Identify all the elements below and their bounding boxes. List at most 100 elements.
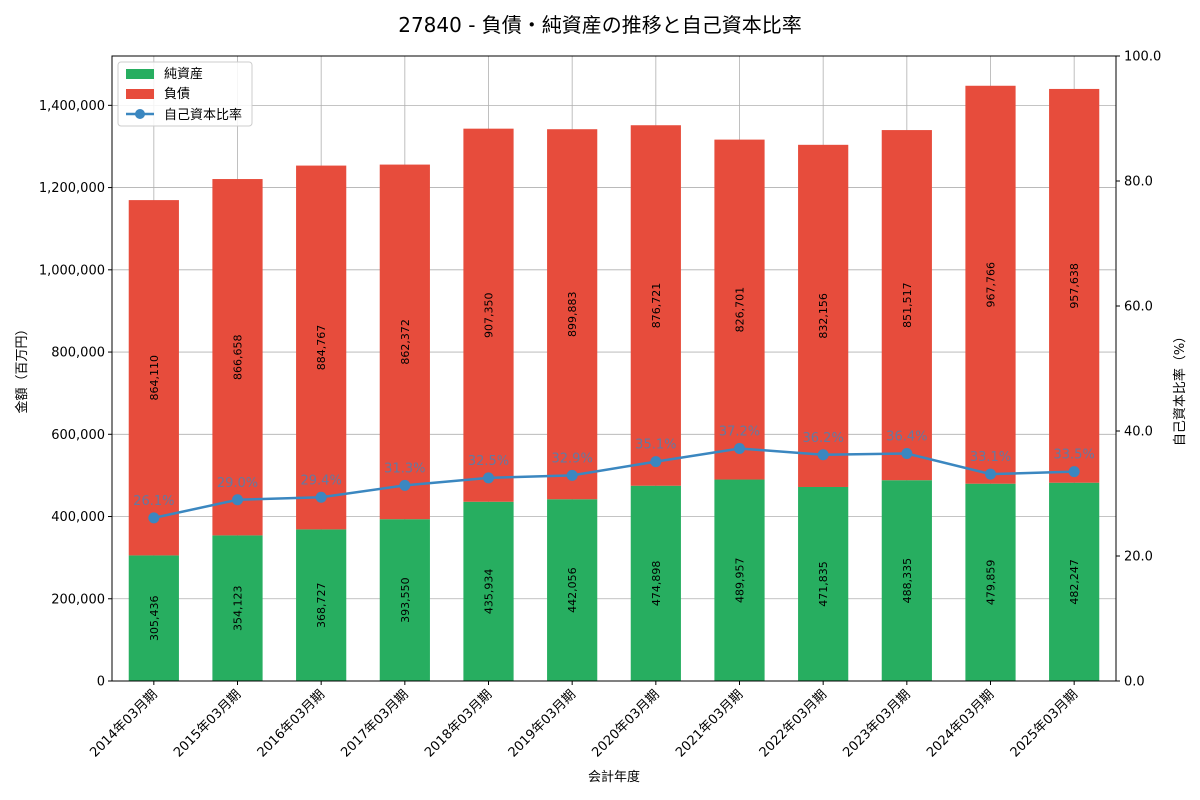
ratio-label: 26.1% xyxy=(133,494,174,509)
ratio-point xyxy=(1068,466,1080,478)
bar-label-net-assets: 474,898 xyxy=(650,561,663,607)
bar-label-liabilities: 864,110 xyxy=(148,355,161,401)
bar-liabilities xyxy=(630,125,681,486)
y2-tick-label: 40.0 xyxy=(1124,425,1153,440)
bar-net-assets xyxy=(379,519,430,681)
ratio-label: 36.4% xyxy=(886,430,927,445)
bar-liabilities xyxy=(547,129,598,500)
bar-label-net-assets: 354,123 xyxy=(232,585,245,631)
y-axis-label: 金額（百万円） xyxy=(14,322,30,413)
x-tick-label: 2016年03月期 xyxy=(255,687,328,760)
y2-tick-label: 60.0 xyxy=(1124,300,1153,315)
bar-net-assets xyxy=(881,480,932,681)
ratio-label: 36.2% xyxy=(803,431,844,446)
ratio-point xyxy=(148,512,160,524)
bar-label-liabilities: 866,658 xyxy=(232,334,245,380)
bar-label-net-assets: 479,859 xyxy=(985,560,998,606)
ratio-point xyxy=(817,449,829,461)
y-axis-right: 0.0 20.0 40.0 60.0 80.0 100.0 xyxy=(1116,50,1161,690)
ratio-point xyxy=(483,472,494,484)
y2-tick-label: 20.0 xyxy=(1124,550,1153,565)
x-tick-label: 2025年03月期 xyxy=(1008,687,1081,760)
bar-label-liabilities: 957,638 xyxy=(1068,263,1081,309)
bar-liabilities xyxy=(128,200,179,556)
bar-net-assets xyxy=(1049,482,1100,681)
ratio-label: 32.5% xyxy=(468,454,509,469)
bar-label-liabilities: 967,766 xyxy=(985,262,998,308)
bar-net-assets xyxy=(714,479,765,681)
legend-swatch-net-assets xyxy=(126,69,154,79)
y-tick-label: 1,200,000 xyxy=(39,181,105,196)
bar-label-liabilities: 876,721 xyxy=(650,283,663,329)
bar-label-liabilities: 862,372 xyxy=(399,319,412,365)
ratio-point xyxy=(650,456,662,468)
x-tick-label: 2021年03月期 xyxy=(673,687,746,760)
ratio-point xyxy=(399,479,411,491)
bar-liabilities xyxy=(798,144,849,487)
bar-net-assets xyxy=(965,483,1016,681)
y2-tick-label: 80.0 xyxy=(1124,175,1153,190)
ratio-point xyxy=(315,491,327,503)
bar-net-assets xyxy=(212,535,263,681)
ratio-point xyxy=(232,494,243,506)
bar-liabilities xyxy=(463,128,514,502)
x-tick-label: 2020年03月期 xyxy=(589,687,662,760)
y-axis-left: 0 200,000 400,000 600,000 800,000 1,000,000 1,… xyxy=(39,99,112,690)
x-tick-label: 2022年03月期 xyxy=(757,687,830,760)
y-tick-label: 600,000 xyxy=(51,428,105,443)
y-tick-label: 0 xyxy=(97,675,105,690)
bar-label-liabilities: 907,350 xyxy=(483,292,496,338)
y2-axis-label: 自己資本比率（%） xyxy=(1172,330,1188,446)
y2-tick-label: 100.0 xyxy=(1124,50,1161,65)
ratio-polyline xyxy=(153,447,1075,520)
bar-liabilities xyxy=(714,139,765,480)
ratio-label: 32.9% xyxy=(552,451,593,466)
legend-label-net-assets: 純資産 xyxy=(164,66,203,82)
y-tick-label: 400,000 xyxy=(51,510,105,525)
bar-net-assets xyxy=(630,485,681,681)
legend-label-liabilities: 負債 xyxy=(164,87,190,102)
ratio-label: 29.0% xyxy=(217,476,258,491)
bar-liabilities xyxy=(881,130,932,481)
bar-label-net-assets: 368,727 xyxy=(315,582,328,628)
bar-label-liabilities: 899,883 xyxy=(566,291,579,337)
bar-label-liabilities: 826,701 xyxy=(734,287,747,333)
bar-label-net-assets: 488,335 xyxy=(901,558,914,604)
ratio-label: 37.2% xyxy=(719,425,760,440)
bar-net-assets xyxy=(128,555,179,681)
bar-label-net-assets: 471,835 xyxy=(817,561,830,607)
bar-label-liabilities: 884,767 xyxy=(315,325,328,371)
ratio-label: 33.5% xyxy=(1054,448,1095,463)
ratio-label: 31.3% xyxy=(384,461,425,476)
bar-net-assets xyxy=(798,486,849,681)
bar-label-net-assets: 305,436 xyxy=(148,595,161,641)
y-tick-label: 200,000 xyxy=(51,592,105,607)
x-tick-label: 2015年03月期 xyxy=(171,687,244,760)
legend-label-ratio: 自己資本比率 xyxy=(164,107,242,123)
plot-frame xyxy=(111,55,1117,682)
chart-title: 27840 - 負債・純資産の推移と自己資本比率 xyxy=(398,13,802,37)
bar-liabilities xyxy=(379,164,430,520)
ratio-label: 33.1% xyxy=(970,450,1011,465)
x-axis-label: 会計年度 xyxy=(588,769,640,785)
ratio-point xyxy=(901,448,913,459)
y-tick-label: 1,000,000 xyxy=(39,263,105,278)
bar-net-assets xyxy=(296,529,347,681)
bar-liabilities xyxy=(212,179,263,536)
bar-net-assets xyxy=(547,499,598,681)
legend-marker-ratio xyxy=(135,109,145,119)
x-tick-label: 2024年03月期 xyxy=(924,687,997,760)
y-tick-label: 800,000 xyxy=(51,346,105,361)
bar-liabilities xyxy=(1049,88,1100,483)
legend-swatch-liabilities xyxy=(126,89,154,99)
bar-net-assets xyxy=(463,501,514,681)
x-tick-label: 2017年03月期 xyxy=(338,687,411,760)
bar-label-net-assets: 393,550 xyxy=(399,577,412,623)
bar-label-net-assets: 489,957 xyxy=(734,558,747,604)
ratio-label: 29.4% xyxy=(301,473,342,488)
x-axis: 2014年03月期 2015年03月期 2016年03月期 2017年03月期 2018… xyxy=(87,681,1081,761)
bar-label-liabilities: 851,517 xyxy=(901,282,914,328)
bar-label-net-assets: 482,247 xyxy=(1068,559,1081,605)
